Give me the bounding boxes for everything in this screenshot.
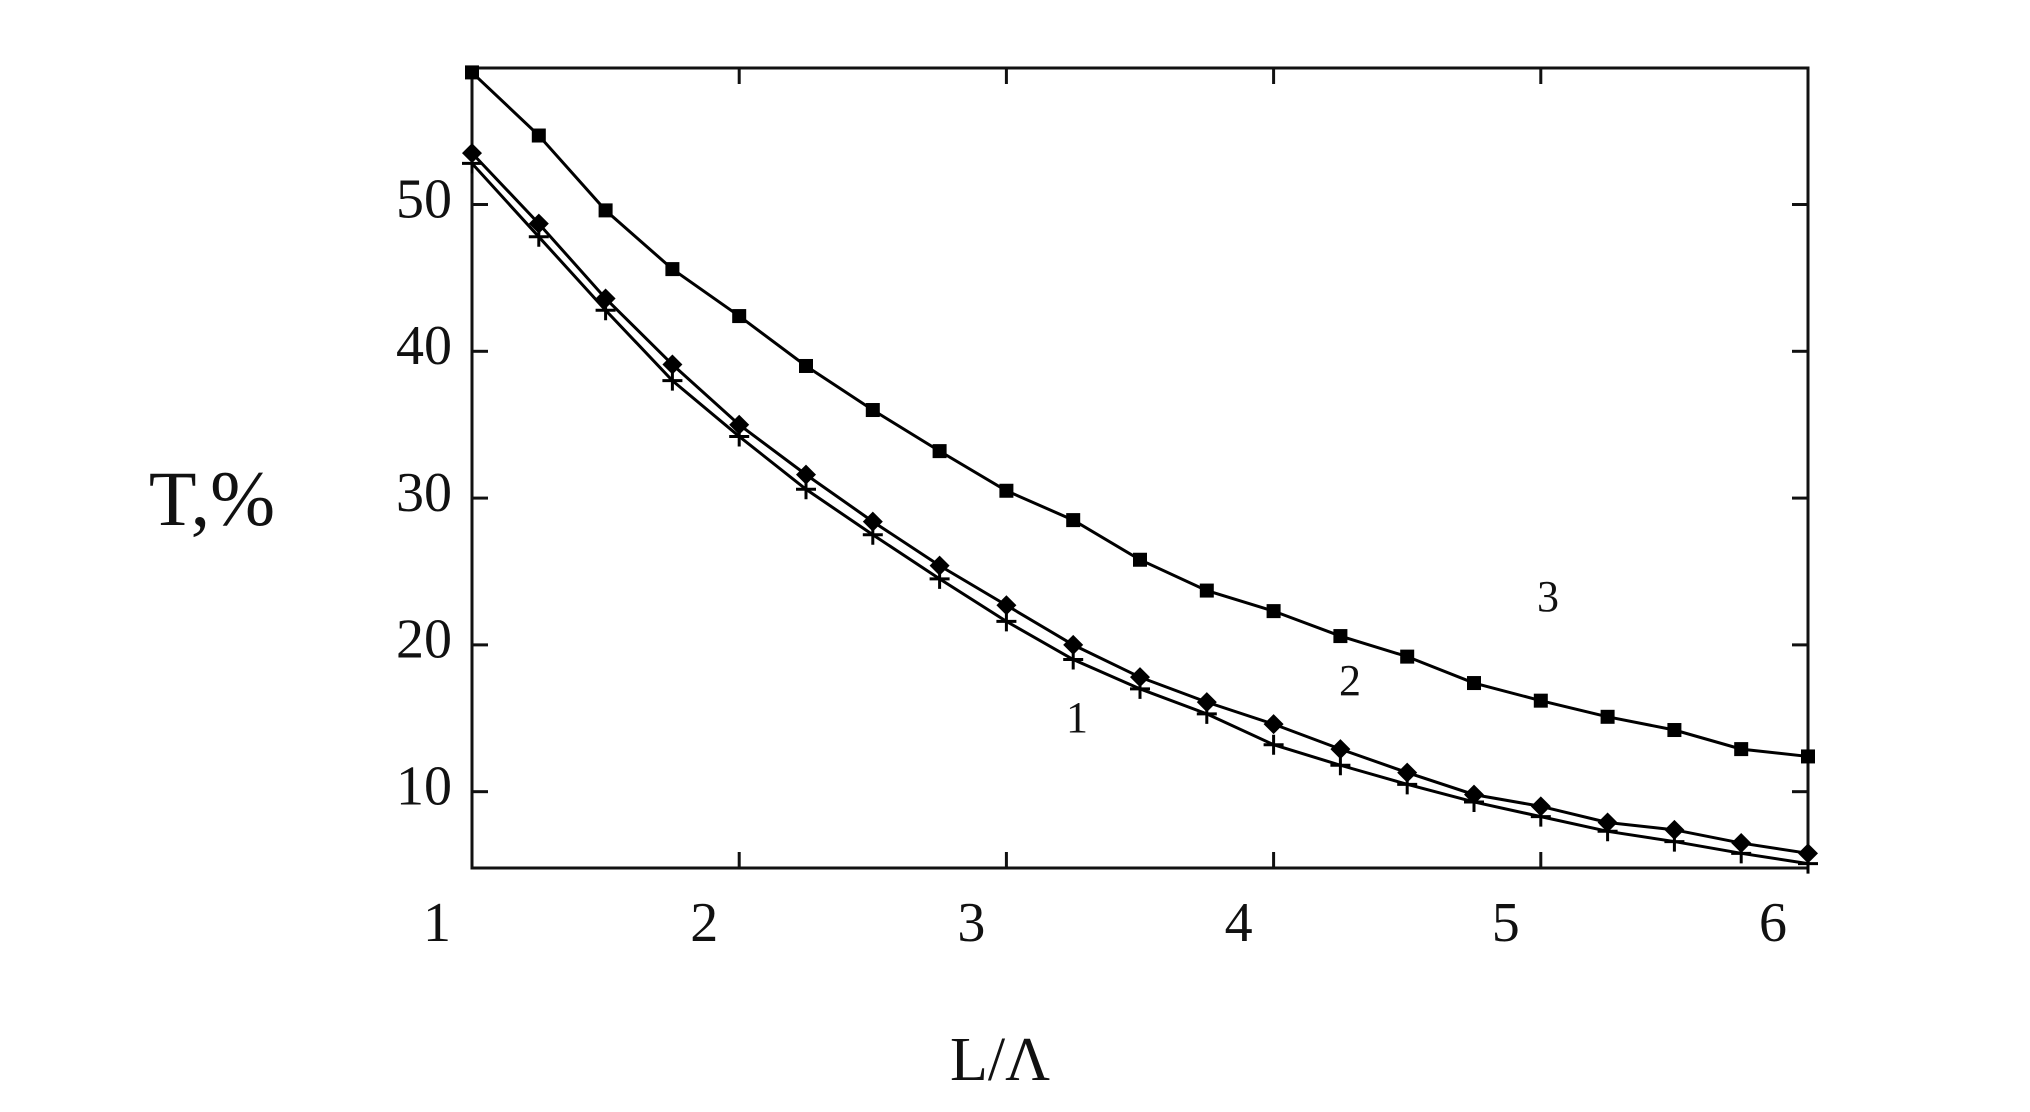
marker [732,309,747,324]
y-axis-label: T,% [149,455,275,542]
marker [662,354,683,375]
marker [799,358,813,373]
y-tick-label: 30 [396,462,452,524]
marker [665,262,680,277]
marker [1130,667,1150,688]
marker [796,464,816,485]
marker [999,483,1014,498]
y-tick-label: 20 [396,609,452,671]
marker [1397,762,1418,783]
marker [1133,552,1147,567]
marker [595,288,616,309]
marker [1266,604,1281,619]
marker [1263,734,1284,755]
marker [1330,739,1351,760]
marker [1467,676,1481,691]
x-tick-label: 6 [1759,892,1787,954]
series-line [470,71,1809,758]
y-tick-label: 40 [396,315,452,377]
marker [1600,709,1615,724]
x-tick-label: 1 [423,892,451,954]
marker [528,213,549,234]
marker [1333,629,1348,644]
series-label: 2 [1339,656,1361,705]
marker [996,595,1017,616]
marker [1199,583,1214,598]
plot-frame [470,66,1810,870]
x-tick-label: 4 [1225,892,1253,954]
marker [1400,649,1415,664]
marker [1063,634,1084,655]
y-tick-label: 50 [396,168,452,230]
x-tick-label: 2 [690,892,718,954]
y-tick-label: 10 [396,756,452,818]
series-label: 1 [1066,693,1088,742]
marker [1066,513,1081,528]
marker [1263,714,1284,735]
series-label: 3 [1537,572,1559,621]
marker [1664,819,1685,840]
marker [729,414,750,435]
series-line [470,152,1809,855]
x-axis-label: L/Λ [950,1026,1050,1094]
marker [1798,843,1818,864]
marker [1530,796,1551,817]
marker [1731,833,1752,854]
marker [929,555,950,576]
marker [1196,692,1217,713]
marker [1734,742,1749,757]
marker [462,143,482,164]
marker [1801,749,1815,764]
marker [862,511,883,532]
marker [531,128,546,143]
marker [865,403,880,418]
marker [1533,693,1548,708]
marker [598,203,613,218]
marker [932,444,947,459]
x-tick-label: 5 [1492,892,1520,954]
marker [1667,723,1682,738]
x-tick-label: 3 [957,892,985,954]
marker [1597,812,1618,833]
marker [465,65,479,80]
marker [1464,784,1484,805]
